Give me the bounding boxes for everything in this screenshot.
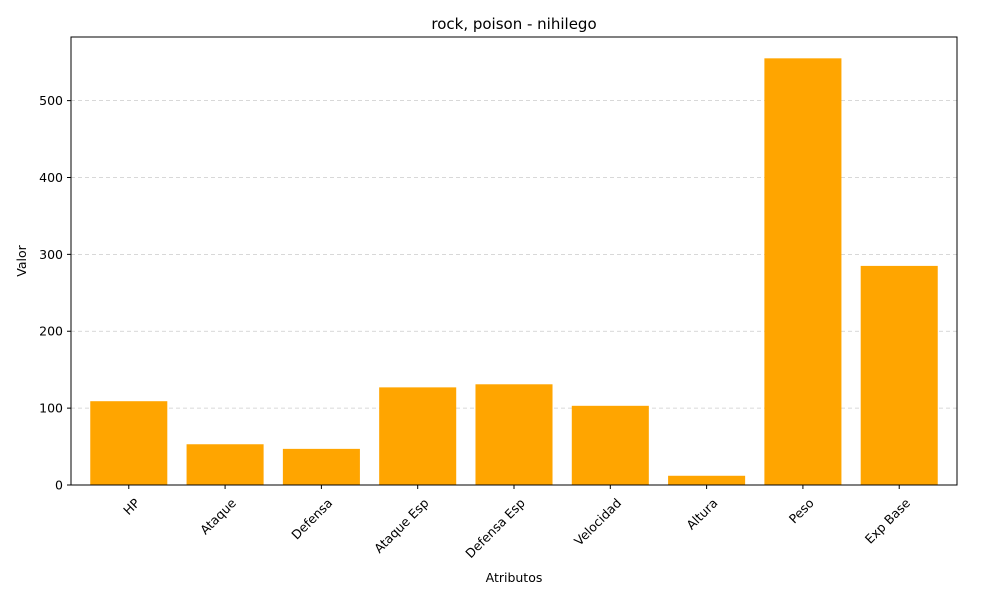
y-axis-label: Valor: [14, 244, 29, 276]
y-axis-ticks: 0 100 200 300 400 500: [39, 93, 71, 493]
y-tick-label: 200: [39, 324, 63, 339]
bar: [475, 384, 553, 485]
y-tick-label: 300: [39, 247, 63, 262]
y-tick-label: 0: [55, 478, 63, 493]
bar: [860, 265, 938, 485]
y-tick-label: 400: [39, 170, 63, 185]
bar: [379, 387, 457, 485]
bar: [90, 401, 168, 485]
bar: [764, 58, 842, 485]
y-tick-label: 100: [39, 401, 63, 416]
bar: [282, 448, 360, 485]
bar: [571, 405, 649, 485]
bar: [186, 444, 264, 485]
bars: [90, 58, 938, 485]
chart-title: rock, poison - nihilego: [431, 15, 596, 33]
bar: [668, 475, 746, 485]
y-tick-label: 500: [39, 93, 63, 108]
x-axis-label: Atributos: [486, 570, 543, 585]
